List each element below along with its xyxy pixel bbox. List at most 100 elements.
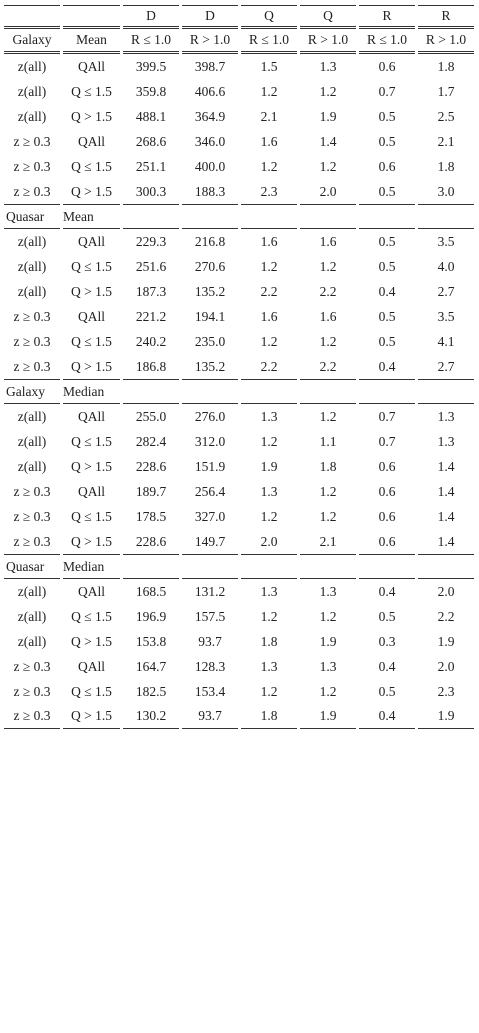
value-cell: 0.4 [378, 358, 396, 374]
row-label: Q > 1.5 [71, 183, 112, 199]
value-cell: 228.6 [135, 458, 167, 474]
value-cell: 1.2 [260, 333, 278, 349]
row-label: QAll [78, 133, 105, 149]
value-cell: 0.4 [359, 704, 415, 729]
column-header: R > 1.0 [300, 29, 356, 54]
row-label: Q ≤ 1.5 [71, 258, 112, 274]
row-label: Q ≤ 1.5 [71, 608, 112, 624]
blank-cell [4, 5, 60, 29]
value-cell: 1.8 [319, 458, 337, 474]
value-cell: 0.5 [378, 233, 396, 249]
value-cell: 2.1 [260, 108, 278, 124]
value-cell: 1.6 [260, 133, 278, 149]
blank-cell [63, 5, 120, 29]
value-cell: 0.5 [378, 258, 396, 274]
data-row: z(all) Q > 1.5 228.6 151.9 1.9 1.8 0.6 1.4 [4, 454, 474, 479]
data-row: z ≥ 0.3 QAll 221.2 194.1 1.6 1.6 0.5 3.5 [4, 304, 474, 329]
value-cell: 1.2 [319, 333, 337, 349]
data-row: z(all) Q ≤ 1.5 282.4 312.0 1.2 1.1 0.7 1.3 [4, 429, 474, 454]
row-label: z ≥ 0.3 [13, 508, 51, 524]
value-cell: 1.4 [437, 483, 455, 499]
value-cell: 0.6 [378, 58, 396, 74]
row-label: Q > 1.5 [71, 458, 112, 474]
value-cell: 2.2 [260, 283, 278, 299]
row-label: z(all) [17, 108, 47, 124]
value-cell: 135.2 [194, 358, 226, 374]
row-label: z(all) [17, 433, 47, 449]
value-cell: 327.0 [194, 508, 226, 524]
data-row: z(all) Q ≤ 1.5 196.9 157.5 1.2 1.2 0.5 2.2 [4, 604, 474, 629]
data-row: z(all) Q > 1.5 187.3 135.2 2.2 2.2 0.4 2.7 [4, 279, 474, 304]
blank-cell [123, 204, 179, 229]
value-cell: 1.2 [260, 608, 278, 624]
blank-cell [359, 379, 415, 404]
row-label: z(all) [17, 283, 47, 299]
group-header: Q [300, 5, 356, 29]
value-cell: 400.0 [194, 158, 226, 174]
value-cell: 1.4 [437, 458, 455, 474]
value-cell: 1.8 [437, 158, 455, 174]
value-cell: 300.3 [135, 183, 167, 199]
blank-cell [418, 204, 474, 229]
value-cell: 128.3 [194, 658, 226, 674]
row-label: Q ≤ 1.5 [71, 83, 112, 99]
section-title: Median [63, 379, 120, 404]
value-cell: 2.2 [437, 608, 455, 624]
value-cell: 1.6 [260, 308, 278, 324]
value-cell: 2.2 [260, 358, 278, 374]
results-table: D D Q Q R R Galaxy Mean R ≤ 1.0 R > 1.0 R ≤ 1.0 R >… [1, 5, 477, 729]
section-title: Median [63, 554, 120, 579]
value-cell: 1.2 [319, 608, 337, 624]
value-cell: 2.0 [437, 583, 455, 599]
value-cell: 346.0 [194, 133, 226, 149]
value-cell: 312.0 [194, 433, 226, 449]
value-cell: 0.5 [378, 333, 396, 349]
row-label: Q > 1.5 [71, 108, 112, 124]
blank-cell [241, 204, 297, 229]
value-cell: 1.6 [260, 233, 278, 249]
data-row: z ≥ 0.3 Q ≤ 1.5 251.1 400.0 1.2 1.2 0.6 1.8 [4, 154, 474, 179]
row-label: QAll [78, 483, 105, 499]
value-cell: 1.3 [437, 433, 455, 449]
value-cell: 0.6 [378, 483, 396, 499]
value-cell: 276.0 [194, 408, 226, 424]
value-cell: 1.2 [260, 83, 278, 99]
section-title: Quasar [4, 204, 60, 229]
data-row: z ≥ 0.3 QAll 164.7 128.3 1.3 1.3 0.4 2.0 [4, 654, 474, 679]
value-cell: 0.4 [378, 658, 396, 674]
value-cell: 4.1 [437, 333, 455, 349]
column-header: R ≤ 1.0 [241, 29, 297, 54]
value-cell: 235.0 [194, 333, 226, 349]
section-title: Galaxy [4, 29, 60, 54]
value-cell: 157.5 [194, 608, 226, 624]
value-cell: 255.0 [135, 408, 167, 424]
value-cell: 0.5 [378, 308, 396, 324]
row-label: QAll [78, 58, 105, 74]
value-cell: 0.7 [378, 408, 396, 424]
row-label: z ≥ 0.3 [13, 158, 51, 174]
data-row: z(all) Q ≤ 1.5 251.6 270.6 1.2 1.2 0.5 4.0 [4, 254, 474, 279]
value-cell: 406.6 [194, 83, 226, 99]
value-cell: 0.6 [378, 533, 396, 549]
value-cell: 1.3 [319, 58, 337, 74]
value-cell: 1.3 [319, 658, 337, 674]
value-cell: 1.2 [260, 508, 278, 524]
value-cell: 240.2 [135, 333, 167, 349]
value-cell: 1.6 [319, 233, 337, 249]
value-cell: 1.7 [437, 83, 455, 99]
blank-cell [241, 379, 297, 404]
data-row: z(all) QAll 255.0 276.0 1.3 1.2 0.7 1.3 [4, 404, 474, 429]
row-label: z ≥ 0.3 [13, 308, 51, 324]
section-title-row: Quasar Median [4, 554, 474, 579]
section-title-row: Quasar Mean [4, 204, 474, 229]
value-cell: 1.2 [260, 258, 278, 274]
value-cell: 0.5 [378, 133, 396, 149]
value-cell: 93.7 [198, 633, 222, 649]
value-cell: 1.9 [319, 633, 337, 649]
value-cell: 1.8 [437, 58, 455, 74]
row-label: z ≥ 0.3 [13, 683, 51, 699]
row-label: Q > 1.5 [71, 533, 112, 549]
row-label: z(all) [17, 633, 47, 649]
value-cell: 0.6 [378, 458, 396, 474]
